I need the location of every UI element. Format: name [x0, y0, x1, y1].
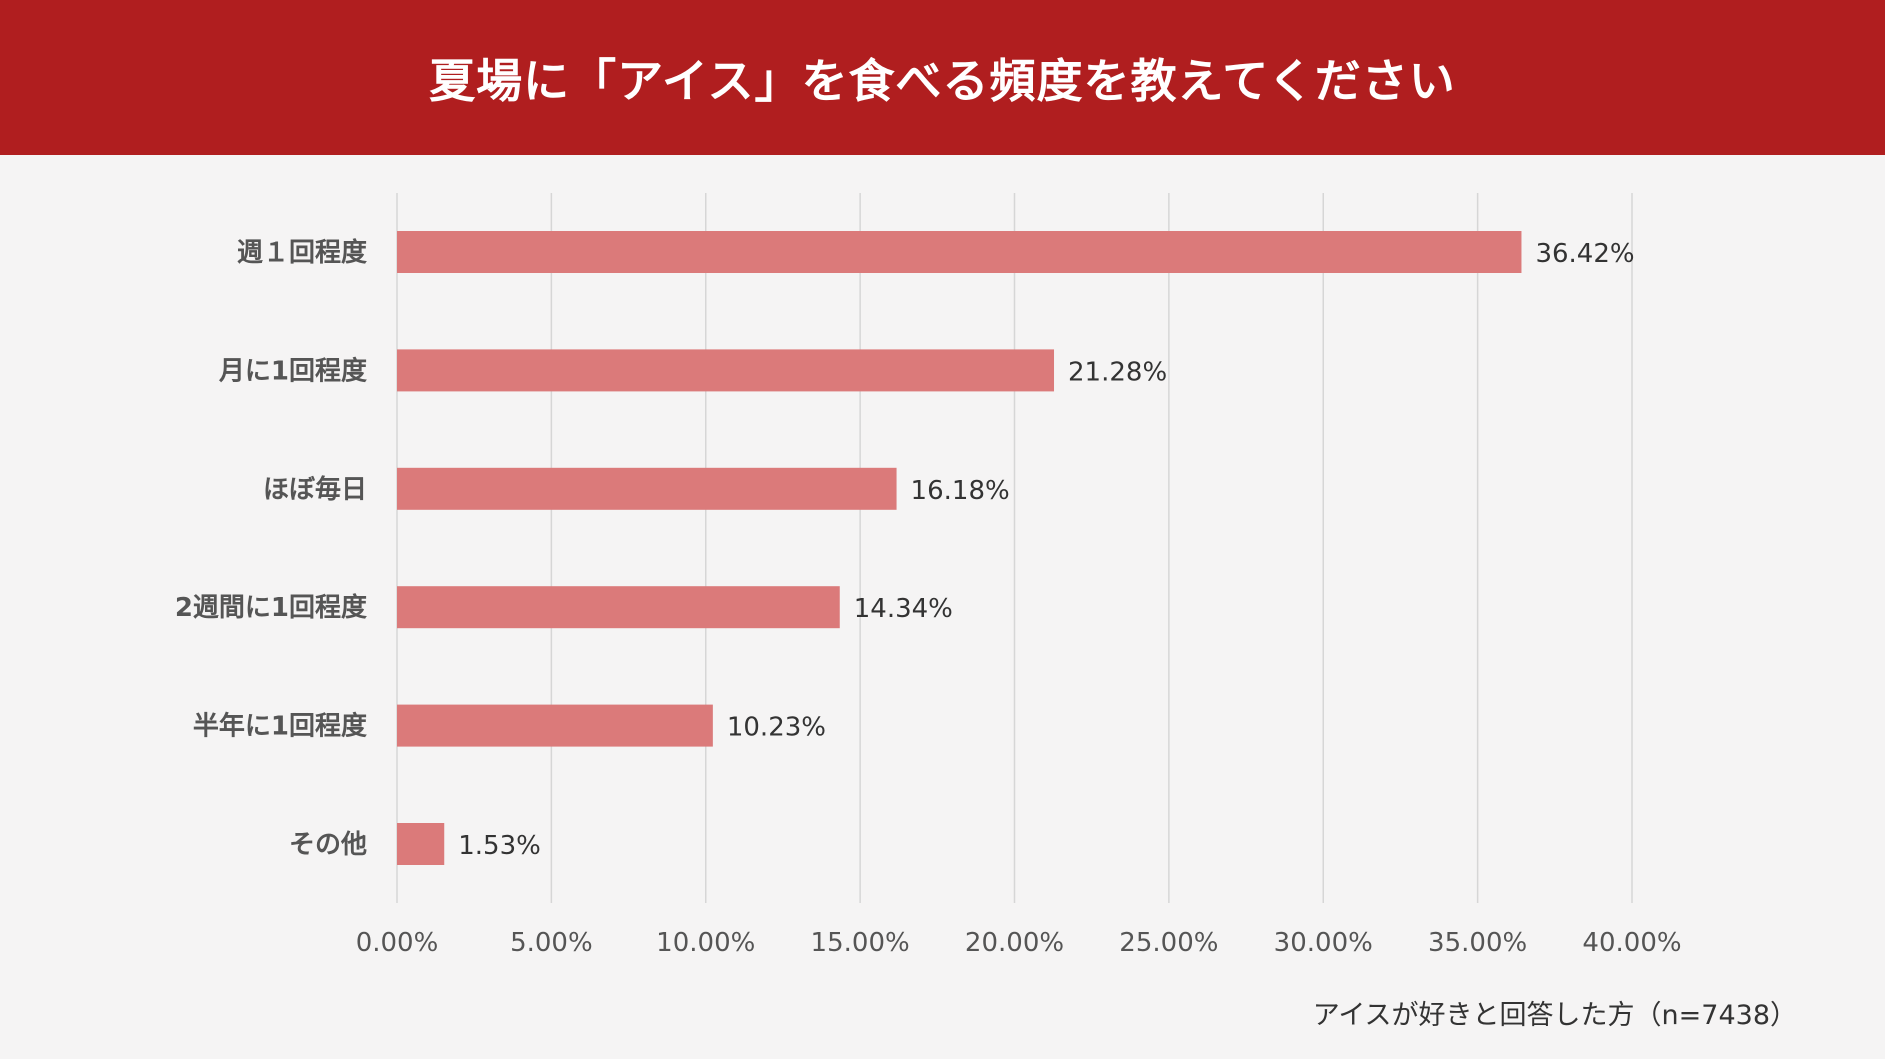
x-tick-label: 25.00%	[1119, 928, 1218, 958]
bar	[397, 349, 1055, 392]
value-label: 10.23%	[727, 713, 826, 743]
x-tick-label: 0.00%	[356, 928, 439, 958]
value-label: 16.18%	[911, 476, 1010, 506]
chart-title: 夏場に「アイス」を食べる頻度を教えてください	[429, 53, 1456, 108]
category-label: 月に1回程度	[218, 355, 367, 386]
category-label: その他	[289, 830, 367, 860]
bar	[397, 586, 840, 629]
value-label: 36.42%	[1535, 239, 1634, 269]
bar	[397, 823, 445, 865]
sample-note: アイスが好きと回答した方（n=7438）	[1312, 1000, 1797, 1031]
x-tick-label: 35.00%	[1428, 928, 1527, 958]
category-label: 半年に1回程度	[193, 711, 367, 742]
bar	[397, 704, 713, 747]
bars	[397, 231, 1522, 865]
x-tick-label: 10.00%	[656, 928, 755, 958]
category-label: ほぼ毎日	[263, 475, 367, 505]
x-tick-label: 5.00%	[510, 928, 593, 958]
chart-header: 夏場に「アイス」を食べる頻度を教えてください	[0, 0, 1885, 155]
x-tick-label: 20.00%	[965, 928, 1064, 958]
category-label: 週１回程度	[237, 237, 367, 268]
bar	[397, 231, 1522, 273]
x-tick-label: 30.00%	[1274, 928, 1373, 958]
value-label: 21.28%	[1068, 357, 1167, 387]
value-label: 14.34%	[854, 594, 953, 624]
bar	[397, 467, 897, 510]
x-tick-label: 15.00%	[811, 928, 910, 958]
value-label: 1.53%	[458, 831, 541, 861]
x-tick-label: 40.00%	[1582, 928, 1681, 958]
labels: 0.00% 5.00% 10.00% 15.00% 20.00% 25.00% 30.00%…	[175, 237, 1682, 958]
grid-lines	[396, 193, 1633, 903]
category-label: 2週間に1回程度	[175, 592, 367, 623]
